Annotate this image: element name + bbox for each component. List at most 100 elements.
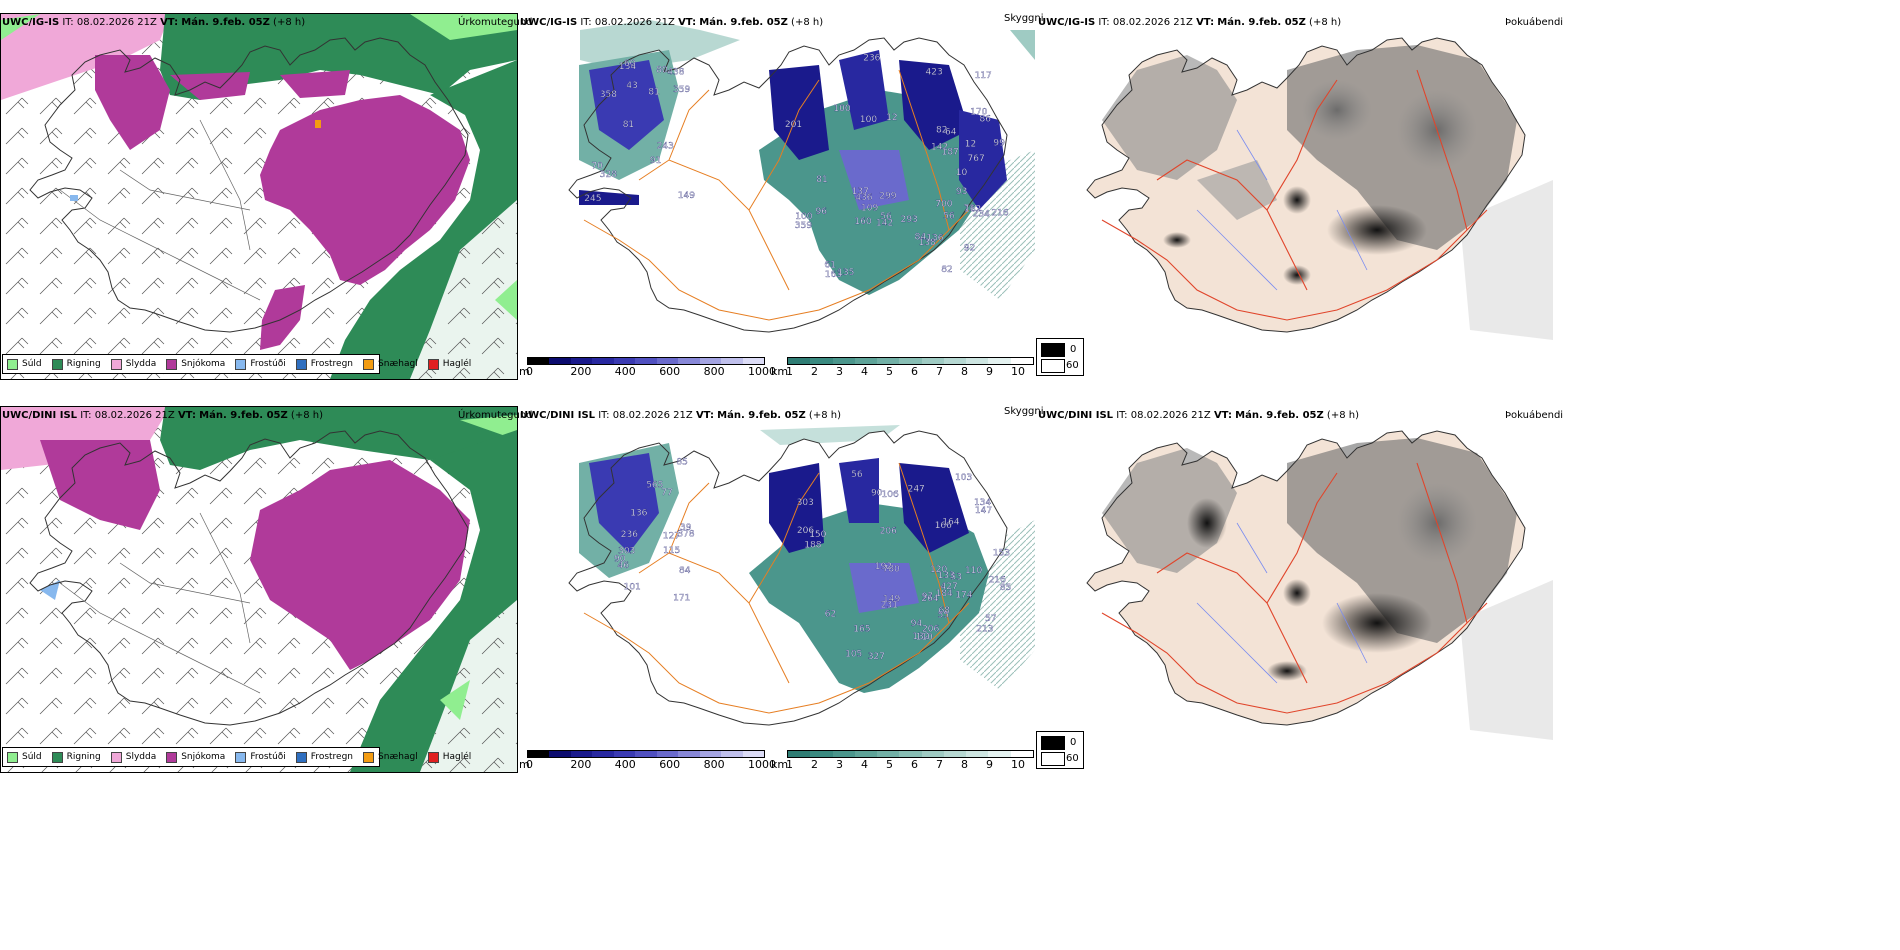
precip-legend-item: Frostúði [235, 751, 286, 763]
colorbar-tick-label: 7 [936, 365, 943, 378]
ceiling-value-label: 427 [941, 582, 958, 592]
ceiling-value-label: 170 [970, 108, 987, 118]
legend-swatch [110, 358, 122, 370]
legend-label: Snjókoma [181, 359, 226, 369]
ceiling-value-label: 137 [852, 187, 869, 197]
ceiling-value-label: 110 [965, 566, 982, 576]
fog-title-bottom: UWC/DINI ISL IT: 08.02.2026 21Z VT: Mán.… [1038, 410, 1359, 421]
ceiling-unit-top: m [519, 365, 530, 378]
colorbar-segment [656, 358, 679, 364]
precip-legend-item: Frostúði [235, 358, 286, 370]
colorbar-segment [810, 751, 833, 757]
colorbar-segment [742, 358, 764, 364]
legend-label: Frostúði [250, 359, 286, 369]
ceiling-value-label: 150 [809, 530, 826, 540]
ceiling-value-label: 213 [976, 625, 993, 635]
ceiling-value-label: 163 [825, 270, 842, 280]
fog-legend-high-label: 60 [1066, 360, 1079, 371]
colorbar-tick-label: 6 [911, 365, 918, 378]
ceiling-value-label: 12 [886, 113, 897, 123]
ceiling-value-label: 187 [942, 148, 959, 158]
colorbar-segment [988, 358, 1011, 364]
ceiling-value-label: 60 [624, 59, 636, 69]
ceiling-value-label: 192 [875, 562, 892, 572]
ceiling-value-label: 91 [650, 156, 661, 166]
colorbar-segment [721, 751, 743, 757]
ceiling-value-label: 109 [861, 204, 878, 214]
colorbar-tick-label: 5 [886, 758, 893, 771]
ceiling-value-label: 100 [833, 104, 850, 114]
ceiling-value-label: 164 [942, 517, 959, 527]
visibility-colorbar-bottom [787, 750, 1034, 758]
colorbar-tick-label: 400 [614, 365, 636, 378]
fog-legend-high-swatch [1041, 359, 1065, 373]
ceiling-value-label: 264 [921, 594, 938, 604]
colorbar-segment [678, 358, 700, 364]
ceiling-value-label: 423 [926, 68, 943, 78]
ceiling-value-label: 171 [673, 593, 690, 603]
legend-label: Frostregn [310, 359, 354, 369]
fog-legend-low-swatch [1041, 736, 1065, 750]
colorbar-tick-label: 3 [836, 758, 843, 771]
fog-legend-bottom: 0 60 [1036, 731, 1084, 769]
precip-legend-item: Rigning [51, 751, 101, 763]
legend-swatch [166, 358, 178, 370]
ceiling-value-label: 62 [825, 610, 836, 620]
ceiling-value-label: 162 [964, 205, 981, 215]
precip-map-bottom [1, 407, 517, 772]
ceiling-value-label: 71 [964, 204, 975, 214]
colorbar-segment [592, 751, 614, 757]
ceiling-value-label: 236 [621, 530, 638, 540]
ceiling-value-label: 216 [989, 576, 1006, 586]
colorbar-segment [721, 358, 743, 364]
colorbar-segment [742, 751, 764, 757]
ceiling-value-label: 105 [845, 650, 862, 660]
ceiling-value-label: 101 [624, 583, 641, 593]
legend-swatch [295, 358, 307, 370]
precip-map-top [1, 14, 517, 379]
ceiling-value-label: 700 [935, 200, 952, 210]
ceiling-value-label: 56 [880, 212, 892, 222]
colorbar-segment [699, 751, 722, 757]
ceiling-value-label: 81 [648, 88, 659, 98]
ceiling-value-label: 328 [600, 170, 617, 180]
ceiling-value-label: 117 [975, 71, 992, 81]
colorbar-segment [854, 751, 878, 757]
ceiling-value-label: 245 [584, 194, 601, 204]
precip-legend-item: Snæhagl [363, 751, 418, 763]
fog-field-top: Þokuábendi [1505, 17, 1564, 28]
ceiling-value-label: 10 [956, 168, 968, 178]
ceiling-value-label: 135 [837, 268, 854, 278]
ceiling-value-label: 39 [680, 523, 692, 533]
ceiling-value-label: 56 [943, 211, 955, 221]
ceiling-value-label: 43 [626, 81, 637, 91]
ceiling-value-label: 92 [964, 244, 975, 254]
colorbar-segment [613, 751, 636, 757]
legend-label: Frostúði [250, 752, 286, 762]
colorbar-tick-label: 4 [861, 365, 868, 378]
colorbar-segment [635, 751, 657, 757]
precip-legend-item: Snjókoma [166, 751, 225, 763]
ceiling-value-label: 77 [661, 488, 672, 498]
ceiling-value-label: 216 [991, 208, 1008, 218]
colorbar-tick-label: 800 [703, 758, 725, 771]
legend-swatch [235, 751, 247, 763]
ceiling-value-label: 142 [931, 143, 948, 153]
ceiling-value-label: 206 [922, 625, 939, 635]
ceiling-value-label: 97 [922, 592, 933, 602]
ceiling-value-label: 46 [618, 561, 630, 571]
ceiling-value-label: 438 [667, 67, 684, 77]
colorbar-segment [854, 358, 878, 364]
ceiling-value-label: 134 [619, 62, 636, 72]
colorbar-segment [877, 751, 900, 757]
colorbar-tick-label: 2 [811, 365, 818, 378]
ceiling-value-label: 64 [945, 127, 957, 137]
colorbar-segment [699, 358, 722, 364]
colorbar-segment [988, 751, 1011, 757]
colorbar-segment [966, 751, 989, 757]
colorbar-tick-label: 0 [526, 758, 533, 771]
ceiling-value-label: 82 [941, 265, 952, 275]
legend-swatch [7, 358, 18, 370]
fog-legend-low-label: 0 [1070, 344, 1077, 355]
